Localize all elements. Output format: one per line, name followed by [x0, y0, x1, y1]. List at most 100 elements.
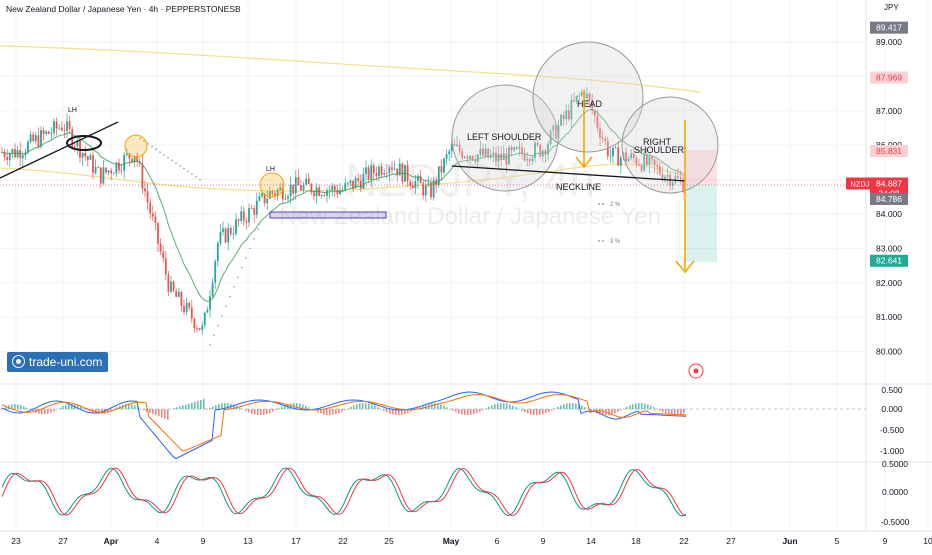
candle-body [48, 132, 50, 134]
macd-histogram-bar [245, 409, 247, 411]
macd-pane[interactable] [0, 392, 866, 459]
macd-histogram-bar [281, 407, 283, 410]
candle-body [160, 244, 162, 252]
stochastic-pane[interactable] [2, 468, 686, 516]
macd-histogram-bar [476, 409, 478, 413]
candle-body [438, 166, 440, 185]
alert-icon-dot [694, 369, 699, 374]
macd-histogram-bar [155, 409, 157, 415]
candle-body [253, 208, 255, 214]
candle-body [217, 243, 219, 261]
psar-dot [199, 179, 201, 181]
psar-dot [237, 276, 239, 278]
chart-title: New Zealand Dollar / Japanese Yen · 4h ·… [6, 4, 241, 14]
macd-histogram-bar [98, 409, 100, 414]
macd-histogram-bar [467, 409, 469, 415]
macd-histogram-bar [173, 408, 175, 409]
candle-body [225, 228, 227, 242]
trade-uni-badge[interactable]: trade-uni.com [7, 352, 108, 372]
macd-histogram-bar [374, 406, 376, 409]
macd-histogram-bar [662, 409, 664, 412]
candle-body [35, 135, 37, 141]
psar-dot [151, 146, 153, 148]
psar-dot [167, 157, 169, 159]
right-shoulder-label-2: SHOULDER [634, 145, 685, 155]
psar-dot [257, 228, 259, 230]
macd-histogram-bar [572, 403, 574, 409]
macd-histogram-bar [389, 409, 391, 414]
macd-histogram-bar [641, 403, 643, 409]
candle-body [74, 146, 76, 147]
macd-histogram-bar [479, 409, 481, 412]
time-axis-label: 27 [726, 536, 736, 546]
macd-histogram-bar [563, 404, 565, 409]
candle-body [300, 185, 302, 190]
candle-body [305, 179, 307, 185]
macd-histogram-bar [653, 407, 655, 409]
lh-label-1: LH [68, 107, 77, 114]
psar-dot [179, 165, 181, 167]
stoch-axis-label: 0.5000 [882, 459, 908, 469]
macd-histogram-bar [365, 403, 367, 409]
time-axis-label: 6 [495, 536, 500, 546]
macd-histogram-bar [17, 404, 19, 409]
macd-histogram-bar [503, 403, 505, 409]
candle-body [402, 164, 404, 182]
candle-body [105, 168, 107, 173]
candle-body [188, 303, 190, 308]
psar-dot [191, 173, 193, 175]
time-axis-label: 17 [291, 536, 301, 546]
macd-histogram-bar [548, 409, 550, 412]
candle-body [168, 274, 170, 292]
candle-body [58, 128, 60, 129]
candle-body [373, 165, 375, 173]
macd-histogram-bar [194, 402, 196, 409]
candle-body [142, 163, 144, 188]
time-axis-label: 9 [201, 536, 206, 546]
candle-body [126, 154, 128, 155]
macd-histogram-bar [668, 409, 670, 414]
candle-body [123, 155, 125, 171]
candle-body [326, 190, 328, 195]
macd-histogram-bar [371, 405, 373, 410]
macd-histogram-bar [26, 408, 28, 409]
support-zone-box[interactable] [270, 212, 386, 218]
stoch-axis-label: 0.0000 [882, 487, 908, 497]
candle-body [251, 208, 253, 209]
candle-body [165, 258, 167, 274]
macd-histogram-bar [149, 409, 151, 413]
candle-body [620, 158, 622, 166]
candle-body [118, 163, 120, 171]
macd-histogram-bar [623, 408, 625, 409]
macd-histogram-bar [275, 409, 277, 410]
macd-histogram-bar [212, 407, 214, 410]
candle-body [92, 155, 94, 173]
candle-body [178, 292, 180, 297]
time-axis-label: 5 [835, 536, 840, 546]
macd-histogram-bar [203, 399, 205, 409]
macd-histogram-bar [443, 406, 445, 409]
candle-body [420, 176, 422, 183]
macd-histogram-bar [362, 403, 364, 409]
macd-axis: 0.5000.000-0.500-1.000 [880, 385, 904, 456]
time-axis-label: 27 [58, 536, 68, 546]
time-axis-label: Jun [782, 536, 797, 546]
candle-body [409, 182, 411, 186]
macd-histogram-bar [197, 401, 199, 409]
candle-body [292, 185, 294, 194]
price-axis[interactable]: 89.41789.00087.96987.00086.00085.831NZDJ… [846, 22, 908, 357]
macd-histogram-bar [191, 403, 193, 410]
macd-histogram-bar [683, 409, 685, 413]
macd-histogram-bar [665, 409, 667, 413]
pct-3-label: 3 % [610, 239, 621, 245]
psar-dot [209, 344, 211, 346]
macd-histogram-bar [557, 407, 559, 409]
candle-body [27, 142, 29, 153]
candle-body [103, 168, 105, 184]
price-tag-label: 82.641 [876, 256, 902, 266]
macd-histogram-bar [161, 409, 163, 418]
candle-body [363, 174, 365, 188]
